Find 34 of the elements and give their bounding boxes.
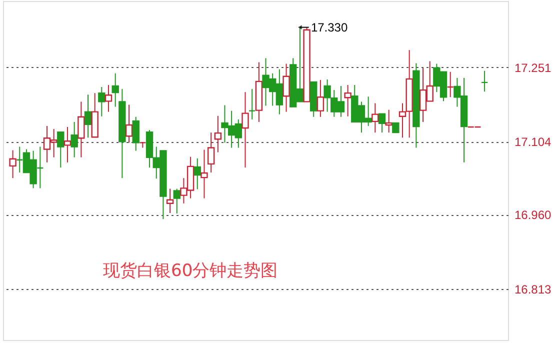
- candlestick: [125, 104, 133, 144]
- candlestick: [200, 149, 208, 199]
- y-tick-label: 16.960: [514, 208, 552, 222]
- candlestick: [173, 188, 180, 214]
- candlestick: [98, 86, 106, 117]
- candlestick: [248, 88, 256, 120]
- candlestick: [372, 102, 379, 134]
- candlestick: [57, 131, 64, 168]
- annotation: 17.330: [310, 20, 348, 34]
- candlestick: [242, 92, 249, 168]
- candlestick: [392, 122, 400, 134]
- candlestick: [446, 71, 454, 98]
- candlestick: [282, 63, 290, 112]
- candlestick: [480, 70, 488, 92]
- candlestick: [132, 116, 140, 152]
- candlestick: [166, 188, 174, 214]
- y-tick-label: 17.251: [514, 60, 552, 75]
- candlestick: [64, 126, 72, 163]
- candlestick: [344, 84, 352, 117]
- candlestick: [385, 109, 392, 134]
- candlestick: [70, 121, 78, 158]
- annotation: 现货白银60分钟走势图: [103, 261, 278, 281]
- y-tick-label: 16.813: [514, 282, 552, 296]
- candlestick: [378, 113, 386, 134]
- candlestick: [84, 94, 92, 138]
- candlestick: [9, 150, 16, 179]
- candlestick: [207, 132, 215, 174]
- candlestick: [78, 101, 85, 158]
- candlestick: [214, 115, 222, 153]
- y-tick-label: 17.104: [514, 135, 552, 150]
- candlestick: [104, 84, 112, 112]
- candlestick: [112, 72, 119, 108]
- candlestick: [316, 79, 324, 118]
- candlestick: [194, 158, 201, 190]
